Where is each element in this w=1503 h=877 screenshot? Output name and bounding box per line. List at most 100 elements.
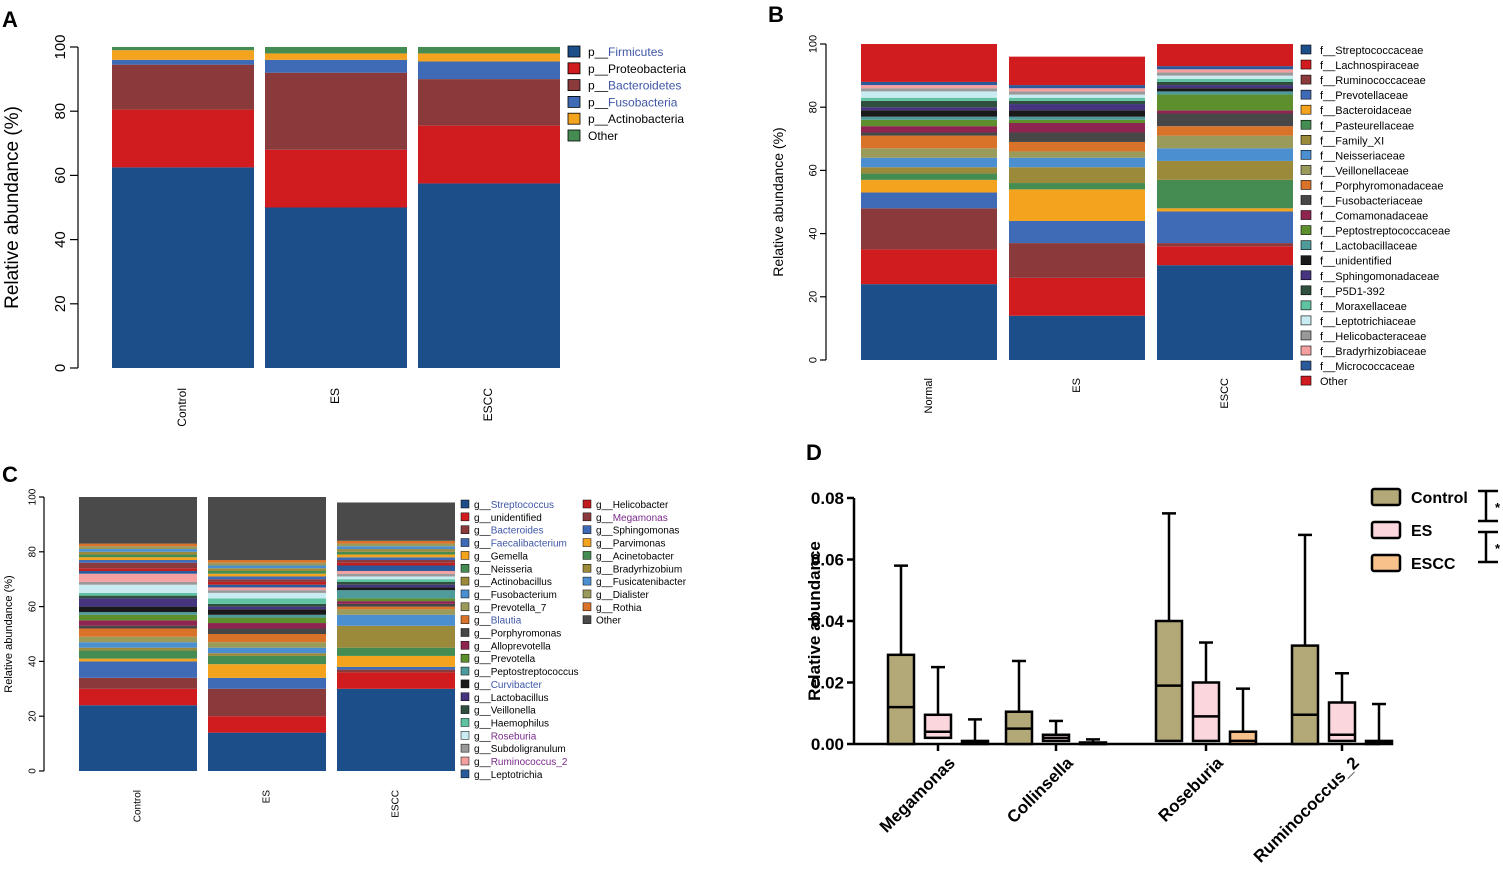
bar-segment [337, 672, 455, 689]
y-tick-label: 0.04 [811, 612, 845, 631]
legend-swatch [567, 112, 581, 125]
bar-segment [79, 557, 197, 561]
legend-label: f__Sphingomonadaceae [1320, 271, 1439, 283]
legend-swatch [460, 718, 470, 727]
legend-swatch [567, 129, 581, 142]
legend-swatch [582, 551, 592, 560]
bar-segment [337, 581, 455, 585]
box [1154, 619, 1184, 743]
x-category-label: ESCC [1219, 378, 1231, 409]
legend-swatch [460, 653, 470, 663]
bar-segment [337, 551, 455, 555]
y-tick-label: 0.00 [811, 735, 844, 754]
bar-segment [1009, 277, 1145, 316]
legend-label: f__Veillonellaceae [1320, 165, 1409, 177]
bar-segment [337, 666, 455, 670]
bar-segment [1157, 243, 1293, 247]
y-tick-label: 0 [52, 364, 69, 372]
bar-segment [1009, 167, 1145, 184]
legend-swatch [582, 538, 592, 547]
bar-segment [1157, 113, 1293, 127]
legend-swatch [460, 499, 470, 509]
panel-label-d: D [806, 440, 822, 465]
legend-label: g__Sphingomonas [596, 526, 679, 537]
legend-swatch [1300, 150, 1312, 160]
legend-swatch [1300, 315, 1312, 326]
x-category-label: Control [175, 388, 189, 427]
legend-label: f__P5D1-392 [1320, 286, 1385, 298]
bar-segment [861, 249, 997, 285]
bar-segment [861, 88, 997, 92]
y-tick-label: 100 [52, 34, 69, 59]
legend-label: g__Roseburia [474, 731, 537, 742]
bar-segment [861, 119, 997, 127]
legend-swatch [1300, 59, 1312, 70]
y-tick-label: 100 [28, 488, 39, 505]
panel-d-chart: 0.00 0.02 0.04 0.06 0.08 Relative abundance Me… [805, 487, 1501, 866]
legend-label: g__Fusicatenibacter [596, 577, 687, 588]
bar-segment [208, 568, 326, 571]
legend-label: g__Megamonas [596, 513, 668, 524]
bar-segment [112, 47, 254, 51]
y-tick-label: 0.02 [811, 674, 844, 693]
bar-segment [337, 614, 455, 626]
bar-segment [79, 650, 197, 659]
bar-segment [1157, 179, 1293, 209]
bar-segment [1157, 208, 1293, 212]
x-category-label: ES [1071, 378, 1083, 393]
bar-segment [79, 612, 197, 615]
bar-segment [112, 59, 254, 65]
legend-swatch [460, 731, 470, 740]
bar-segment [418, 61, 560, 80]
bar-segment [79, 573, 197, 582]
legend-swatch [1300, 270, 1312, 281]
bar-segment [112, 109, 254, 168]
legend-label: f__unidentified [1320, 256, 1392, 268]
bar-segment [79, 581, 197, 585]
bar-segment [79, 636, 197, 643]
bar-segment [79, 625, 197, 629]
legend-label: g__Blautia [474, 616, 522, 627]
bar-segment [337, 669, 455, 673]
legend-swatch [567, 45, 581, 58]
legend-label: f__Peptostreptococcaceae [1320, 226, 1450, 238]
legend-label: f__Bacteroidaceae [1320, 105, 1412, 117]
bar-segment [1157, 160, 1293, 180]
bar-segment [337, 502, 455, 541]
bar-segment [418, 47, 560, 54]
bar-segment [337, 606, 455, 610]
legend-label: g__Gemella [474, 551, 528, 562]
x-category-label: Control [133, 790, 144, 822]
bar-segment [208, 642, 326, 648]
legend-label: f__Lachnospiraceae [1320, 60, 1419, 72]
legend-label: f__Ruminococcaceae [1320, 75, 1426, 87]
legend-label: g__Veillonella [474, 706, 536, 717]
bar-segment [79, 628, 197, 637]
bar-segment [861, 107, 997, 111]
bar-segment [1009, 243, 1145, 278]
legend-swatch [1300, 195, 1312, 205]
bar-segment [337, 565, 455, 571]
bar-segment [79, 614, 197, 621]
legend-label: f__Porphyromonadaceae [1320, 180, 1444, 192]
y-tick-label: 60 [52, 167, 69, 184]
bar-segment [79, 688, 197, 706]
bar-segment [418, 183, 560, 368]
legend-label: g__Prevotella_7 [474, 603, 547, 614]
legend-swatch [582, 615, 592, 624]
bar-segment [208, 609, 326, 615]
bar-segment [861, 179, 997, 193]
box [886, 653, 916, 746]
bar-segment [79, 543, 197, 547]
legend-label: f__Comamonadaceae [1320, 211, 1428, 223]
bar-segment [1157, 88, 1293, 92]
legend-label: Other [596, 616, 622, 627]
bar-segment [1009, 85, 1145, 89]
significance-star: * [1495, 541, 1501, 556]
x-category-label: ES [328, 388, 342, 404]
bar-segment [1157, 81, 1293, 86]
box [1290, 644, 1320, 746]
bar-segment [208, 562, 326, 566]
bar-segment [1009, 100, 1145, 105]
legend-swatch [460, 576, 470, 586]
